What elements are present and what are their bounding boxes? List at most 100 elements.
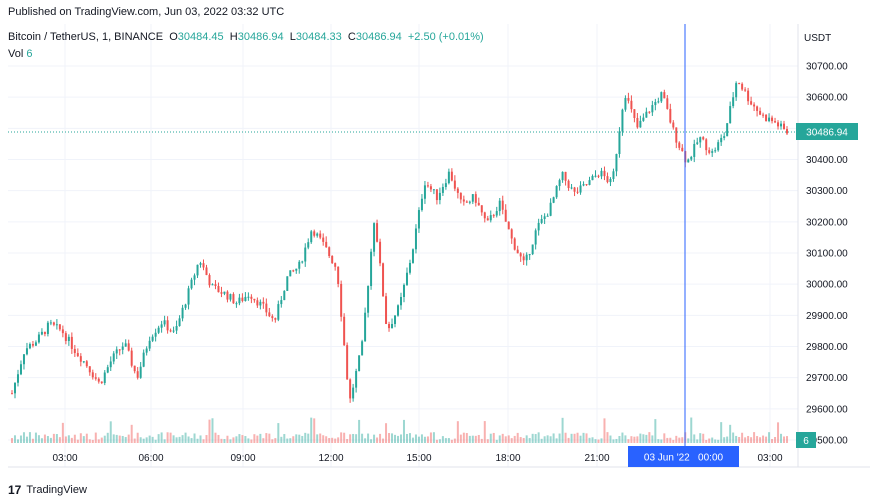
volume-bar <box>151 436 154 443</box>
candle-body <box>693 143 696 157</box>
volume-bar <box>118 435 121 443</box>
candle-body <box>25 348 28 355</box>
candle-body <box>501 200 504 210</box>
volume-bar <box>564 432 567 443</box>
close-value: 30486.94 <box>355 31 402 43</box>
volume-legend: Vol 6 <box>8 48 32 60</box>
candle-body <box>726 123 729 137</box>
candle-body <box>636 117 639 128</box>
candle-body <box>525 254 528 261</box>
volume-bar <box>103 435 106 443</box>
volume-bar <box>52 433 55 443</box>
candle-body <box>11 393 13 395</box>
volume-bar <box>687 438 690 443</box>
volume-bar <box>169 432 172 443</box>
volume-bar <box>73 434 76 443</box>
candle-body <box>85 361 88 367</box>
volume-bar <box>235 436 238 443</box>
candle-body <box>214 284 217 286</box>
candle-body <box>109 361 112 368</box>
y-tick-label: 29700.00 <box>806 373 848 384</box>
x-tick-label: 03:00 <box>757 453 782 464</box>
candle-body <box>489 215 492 221</box>
candle-body <box>400 297 402 306</box>
volume-value: 6 <box>26 48 33 60</box>
volume-bar <box>624 435 627 443</box>
time-axis[interactable]: 03:00 06:00 09:00 12:00 15:00 18:00 21:00 03:00 <box>52 453 782 464</box>
candle-body <box>558 180 561 187</box>
volume-bar <box>615 438 618 443</box>
volume-bar <box>220 438 223 443</box>
volume-bar <box>696 439 699 443</box>
candle-body <box>549 202 552 216</box>
volume-bars <box>11 417 789 443</box>
candle-body <box>316 233 319 236</box>
volume-bar <box>310 417 313 443</box>
candle-body <box>244 296 247 301</box>
volume-bar <box>597 439 600 443</box>
volume-bar <box>444 438 447 443</box>
candle-body <box>762 114 765 116</box>
volume-bar <box>11 438 13 443</box>
volume-bar <box>397 435 400 443</box>
high-value: 30486.94 <box>237 31 284 43</box>
price-axis[interactable]: 30700.0030600.0030500.0030400.0030300.00… <box>806 62 848 447</box>
volume-bar <box>540 438 543 443</box>
volume-bar <box>477 434 480 443</box>
candle-body <box>292 270 295 272</box>
volume-bar <box>660 439 663 443</box>
candle-body <box>600 170 603 177</box>
candle-body <box>205 267 208 276</box>
volume-bar <box>759 437 762 443</box>
candle-body <box>447 171 450 184</box>
volume-bar <box>780 433 783 443</box>
candle-body <box>358 355 361 371</box>
volume-bar <box>732 432 735 443</box>
volume-bar <box>588 437 591 443</box>
volume-bar <box>304 432 307 443</box>
candle-body <box>286 276 289 291</box>
high-label: H <box>229 31 238 43</box>
candle-body <box>417 210 420 229</box>
change-value: +2.50 (+0.01%) <box>407 31 484 43</box>
volume-bar <box>367 433 370 443</box>
candle-body <box>112 353 115 362</box>
volume-bar <box>417 436 420 443</box>
candle-body <box>498 200 501 212</box>
volume-bar <box>582 432 585 443</box>
last-price-value: 30486.94 <box>806 128 848 139</box>
volume-bar <box>672 439 675 443</box>
candle-body <box>142 352 145 367</box>
volume-bar <box>573 433 576 443</box>
volume-bar <box>94 432 97 443</box>
candle-body <box>94 377 97 379</box>
candle-body <box>250 296 253 299</box>
candle-body <box>786 129 789 134</box>
candle-body <box>747 90 750 102</box>
volume-bar <box>160 432 163 443</box>
volume-bar <box>217 434 220 443</box>
volume-bar <box>226 435 229 443</box>
volume-bar <box>382 438 385 443</box>
volume-bar <box>247 438 250 443</box>
candle-body <box>367 286 370 313</box>
symbol-title[interactable]: Bitcoin / TetherUS, 1, BINANCE <box>8 31 164 43</box>
volume-bar <box>307 433 310 443</box>
candle-body <box>768 117 771 122</box>
candle-body <box>720 137 723 143</box>
last-price-badge <box>796 123 858 140</box>
candle-body <box>217 285 220 293</box>
volume-bar <box>531 433 534 443</box>
candle-body <box>181 307 184 319</box>
volume-bar <box>729 424 732 443</box>
candle-body <box>774 121 777 123</box>
x-tick-label: 12:00 <box>318 453 343 464</box>
candle-body <box>301 261 304 263</box>
candle-body <box>510 229 513 239</box>
volume-bar <box>651 435 654 443</box>
volume-bar <box>67 435 70 443</box>
candle-body <box>190 279 193 289</box>
candle-body <box>618 131 621 154</box>
candle-body <box>28 344 31 349</box>
